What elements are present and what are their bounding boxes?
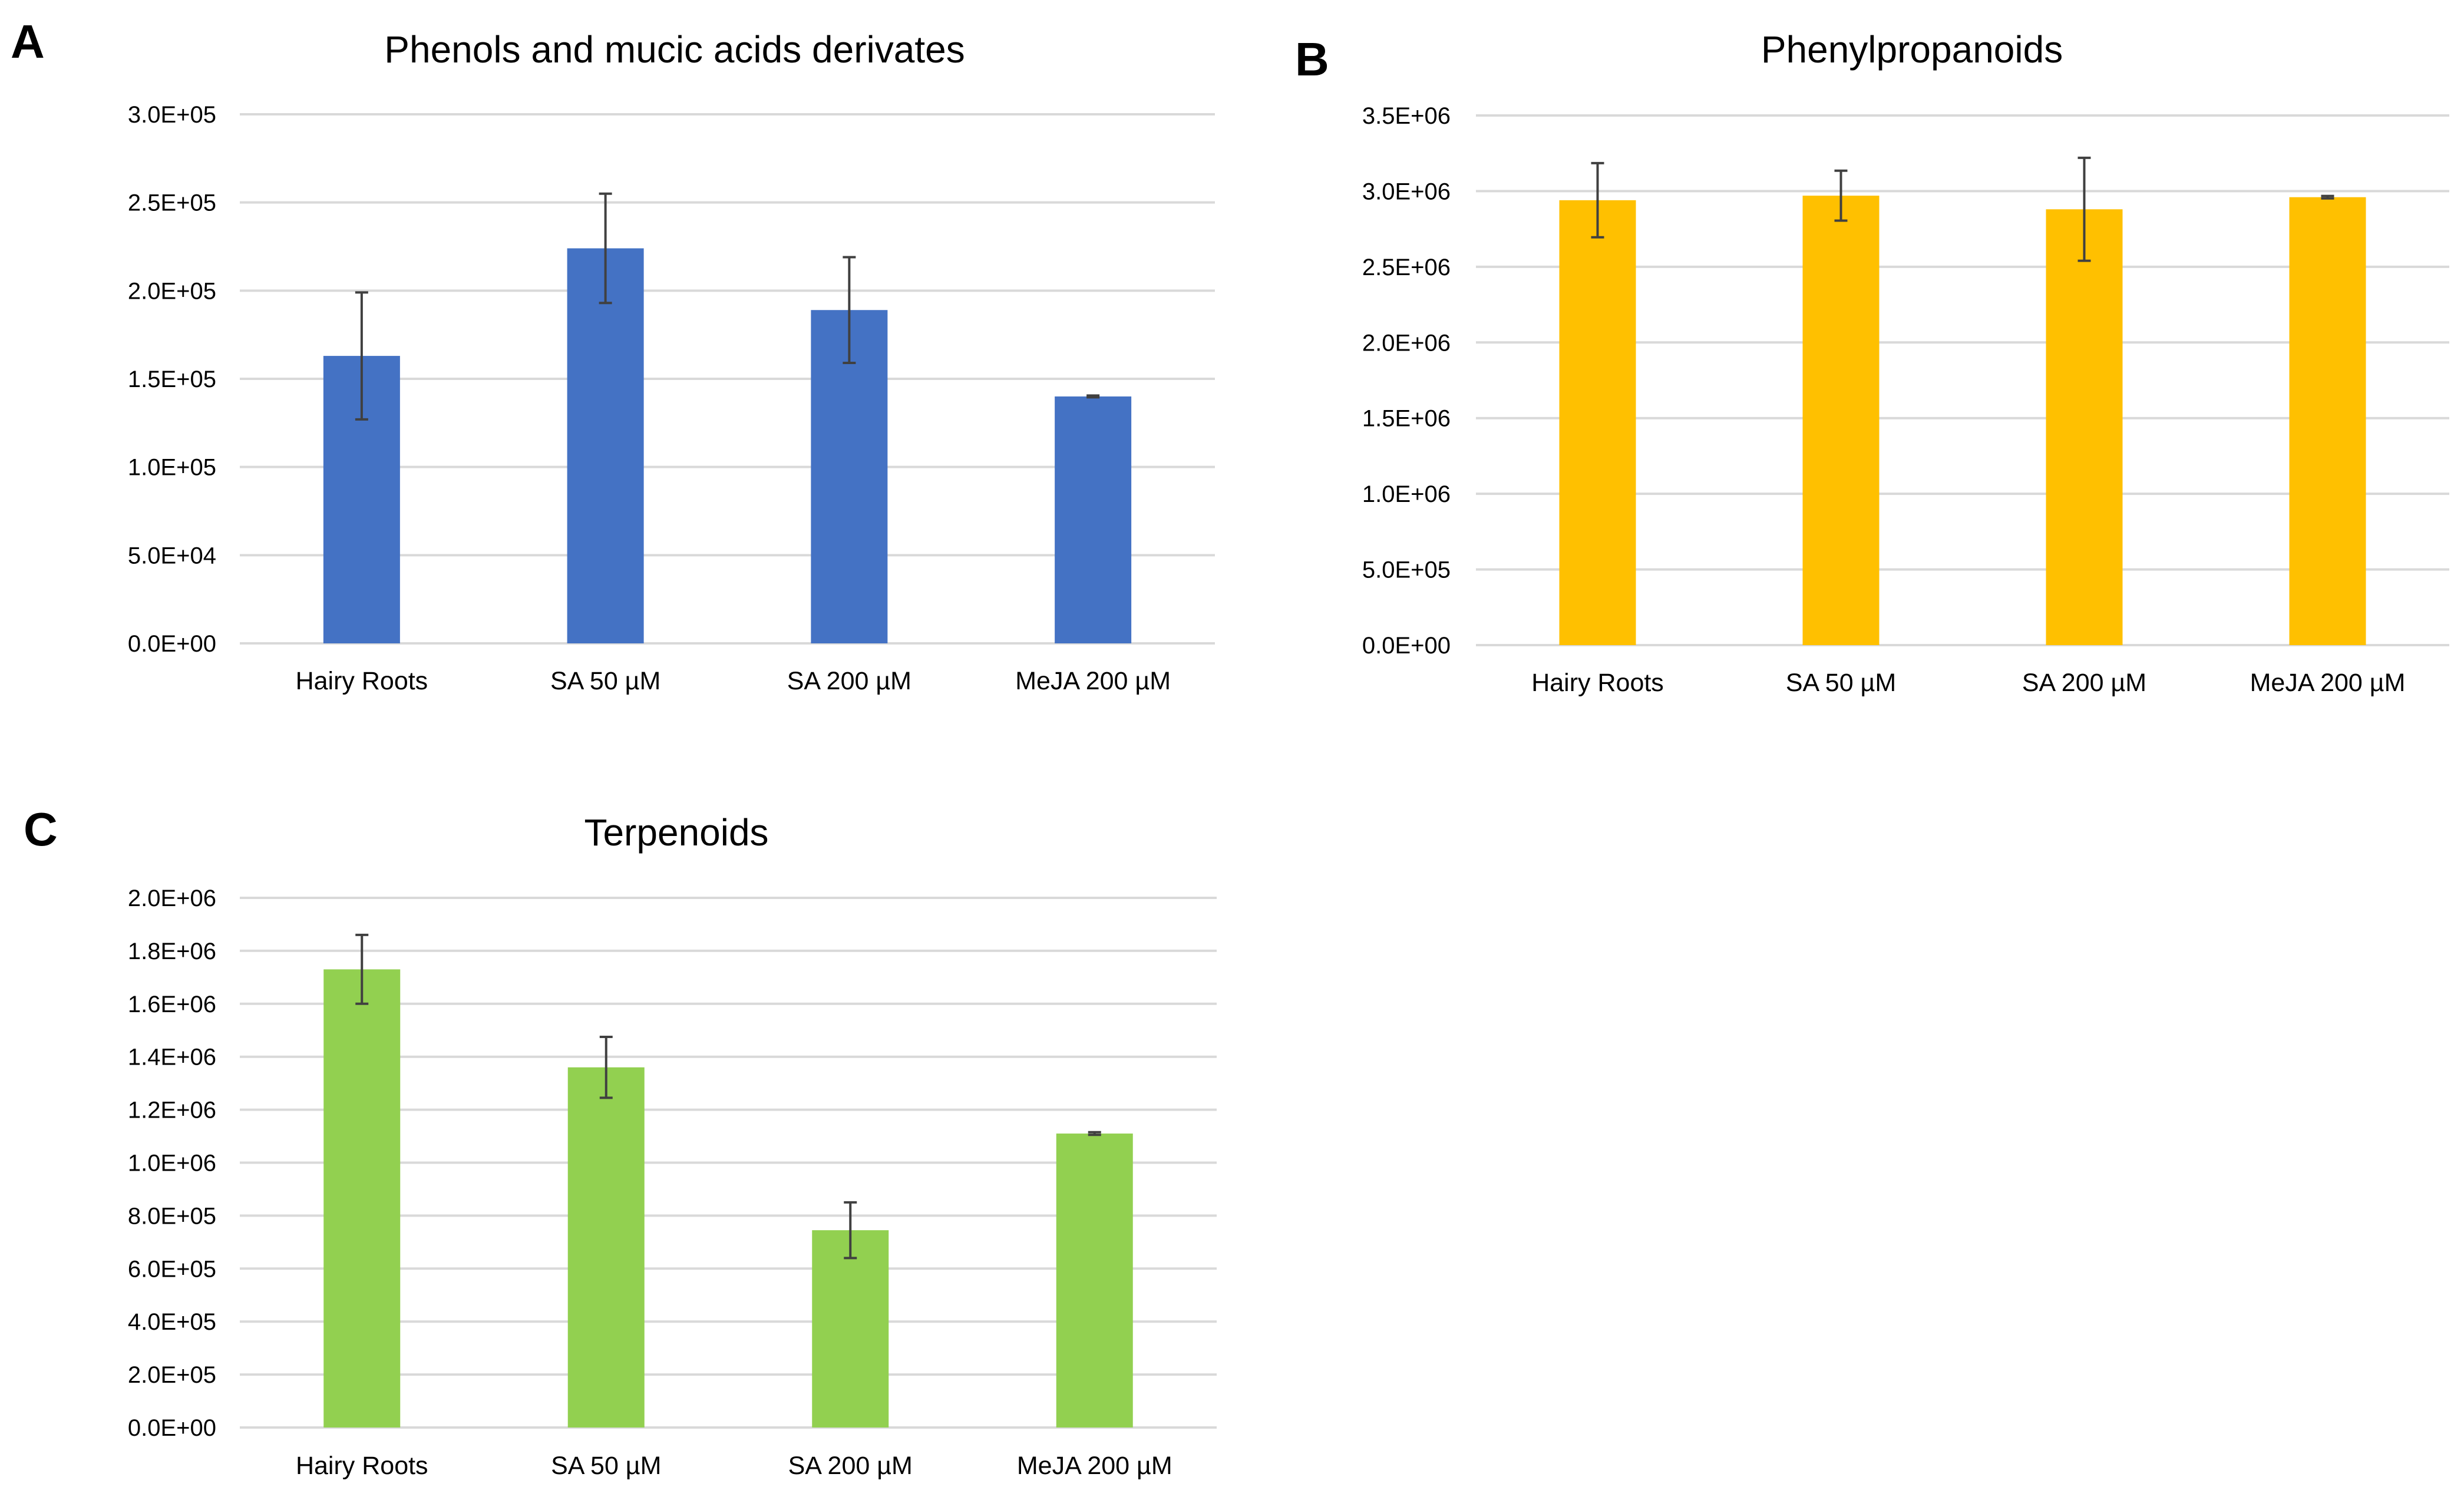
y-tick-label: 8.0E+05 [128,1203,216,1229]
y-tick-label: 2.5E+06 [1362,255,1451,280]
x-category-label: Hairy Roots [1531,669,1664,697]
x-category-label: SA 200 µM [787,667,911,695]
y-tick-label: 3.0E+06 [1362,179,1451,204]
y-tick-label: 0.0E+00 [128,631,216,657]
y-tick-label: 2.0E+06 [128,885,216,911]
x-category-label: MeJA 200 µM [2250,669,2406,697]
panel-letter: B [1295,33,1329,85]
chart-panel-b: B Phenylpropanoids 0.0E+00 5.0E+05 1.0E+06 1.… [1295,28,2449,697]
x-category-label: SA 50 µM [550,667,660,695]
error-bar [355,291,368,421]
error-bar [599,1035,613,1099]
x-category-label: Hairy Roots [296,667,428,695]
panel-letter: C [24,803,58,855]
error-bar [355,933,369,1005]
error-bar [1086,394,1100,399]
y-tick-label: 2.5E+05 [128,190,216,216]
y-tick-label: 6.0E+05 [128,1256,216,1282]
y-tick-label: 3.5E+06 [1362,103,1451,129]
x-category-label: Hairy Roots [296,1452,428,1480]
y-tick-label: 2.0E+05 [128,278,216,304]
bar [567,1067,645,1427]
x-category-label: SA 50 µM [551,1452,661,1480]
bar [812,1230,889,1427]
chart-title: Phenols and mucic acids derivates [384,28,965,71]
y-tick-label: 1.5E+05 [128,366,216,392]
y-tick-label: 0.0E+00 [1362,633,1451,659]
y-tick-label: 1.0E+05 [128,455,216,481]
bar [2289,197,2366,645]
y-tick-label: 5.0E+04 [128,543,216,569]
chart-panel-c: C Terpenoids 0.0E+00 2.0E+05 4.0E+05 6.0E+05 8… [24,803,1217,1480]
x-category-label: SA 200 µM [788,1452,913,1480]
error-bar [1088,1131,1101,1136]
error-bar [599,192,612,305]
y-tick-label: 1.4E+06 [128,1045,216,1070]
y-tick-label: 3.0E+05 [128,102,216,128]
chart-title: Phenylpropanoids [1761,28,2063,71]
bar [1559,200,1636,646]
error-bar [1591,161,1604,239]
bar [2046,209,2123,645]
y-tick-label: 5.0E+05 [1362,557,1451,583]
bar [567,248,644,643]
error-bar [843,256,856,365]
x-category-label: MeJA 200 µM [1017,1452,1172,1480]
bar [323,969,401,1427]
y-tick-label: 2.0E+05 [128,1362,216,1388]
x-category-label: SA 50 µM [1786,669,1896,697]
error-bar [1834,169,1848,222]
error-bar [2321,194,2334,200]
y-tick-label: 1.5E+06 [1362,406,1451,432]
y-tick-label: 0.0E+00 [128,1415,216,1441]
chart-title: Terpenoids [584,811,768,854]
x-category-label: MeJA 200 µM [1015,667,1171,695]
bar [1055,396,1132,643]
x-category-label: SA 200 µM [2022,669,2146,697]
y-tick-label: 1.2E+06 [128,1098,216,1123]
y-tick-label: 1.8E+06 [128,939,216,964]
bar [811,310,888,643]
bar [1056,1134,1133,1427]
y-tick-label: 1.0E+06 [128,1151,216,1177]
y-tick-label: 2.0E+06 [1362,330,1451,356]
bar [1802,196,1880,645]
y-tick-label: 1.0E+06 [1362,481,1451,507]
y-tick-label: 4.0E+05 [128,1309,216,1335]
chart-panel-a: A Phenols and mucic acids derivates 0.0E+0… [11,15,1215,695]
error-bar [2077,156,2091,262]
y-tick-label: 1.6E+06 [128,992,216,1017]
panel-letter: A [11,15,45,68]
error-bar [844,1201,857,1260]
